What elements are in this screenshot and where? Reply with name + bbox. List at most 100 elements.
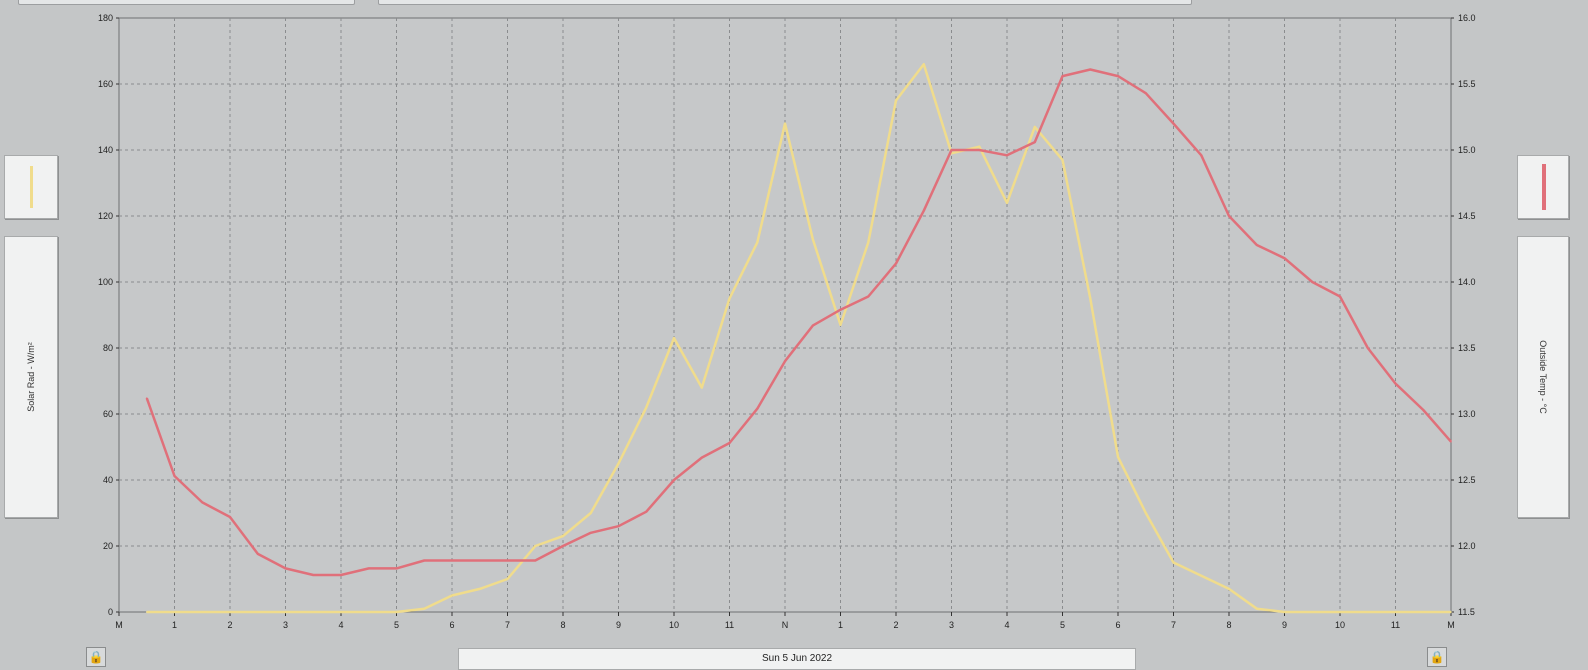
solar-rad-point [839, 324, 842, 326]
solar-rad-point [201, 611, 204, 613]
x-axis-tick-label: 11 [1391, 620, 1400, 630]
outside-temp-point [173, 475, 176, 477]
solar-rad-point [478, 588, 481, 590]
solar-rad-point [367, 611, 370, 613]
right-axis-tick-label: 11.5 [1458, 607, 1475, 617]
left-axis-tick-label: 60 [103, 409, 113, 419]
x-axis-tick-label: 4 [1004, 620, 1009, 630]
outside-temp-point [1172, 122, 1175, 125]
outside-temp-point [728, 442, 731, 444]
solar-rad-point [673, 337, 675, 339]
left-axis-tick-label: 160 [98, 79, 113, 89]
outside-temp-point [340, 574, 342, 576]
top-field-left[interactable] [18, 0, 355, 5]
left-axis-tick-label: 20 [103, 541, 113, 551]
solar-rad-point [784, 122, 786, 125]
outside-temp-point [1422, 409, 1425, 411]
solar-rad-point [1366, 611, 1369, 613]
solar-rad-point [173, 611, 176, 613]
solar-rad-point [589, 512, 592, 514]
right-axis-tick-label: 12.0 [1458, 541, 1476, 551]
outside-temp-point [1255, 244, 1258, 246]
solar-rad-point [506, 578, 509, 580]
solar-rad-point [1450, 611, 1452, 613]
outside-temp-point [201, 501, 204, 504]
outside-temp-point [645, 510, 648, 513]
x-axis-tick-label: 6 [449, 620, 454, 630]
solar-rad-point [922, 63, 925, 65]
solar-rad-point [978, 145, 981, 148]
legend-left-swatch [30, 166, 33, 208]
solar-rad-point [1117, 456, 1119, 458]
solar-rad-point [340, 611, 342, 613]
x-axis-tick-label: N [782, 620, 789, 630]
right-axis-tick-label: 16.0 [1458, 13, 1476, 23]
outside-temp-point [1117, 75, 1119, 77]
x-axis-tick-label: 1 [838, 620, 843, 630]
date-label: Sun 5 Jun 2022 [458, 648, 1136, 670]
outside-temp-point [395, 567, 398, 570]
solar-rad-point [756, 241, 759, 244]
solar-rad-point [1089, 297, 1092, 300]
legend-right[interactable] [1517, 155, 1569, 219]
outside-temp-point [534, 559, 537, 562]
x-axis-tick-label: 10 [669, 620, 679, 630]
outside-temp-point [229, 516, 231, 518]
legend-left[interactable] [4, 155, 58, 219]
solar-rad-point [1200, 574, 1203, 577]
x-axis-tick-label: M [115, 620, 123, 630]
outside-temp-point [1089, 68, 1092, 71]
outside-temp-point [506, 559, 509, 562]
right-axis-tick-label: 12.5 [1458, 475, 1476, 485]
x-axis-tick-label: 7 [1171, 620, 1176, 630]
x-axis-tick-label: 5 [1060, 620, 1065, 630]
x-axis-tick-label: 2 [893, 620, 898, 630]
solar-rad-point [1172, 561, 1175, 564]
solar-rad-point [395, 611, 398, 613]
solar-rad-point [811, 238, 814, 240]
solar-rad-point [700, 386, 703, 389]
right-axis-title-box: Outside Temp - °C [1517, 236, 1569, 518]
outside-temp-point [145, 397, 148, 399]
outside-temp-point [451, 559, 453, 562]
x-axis-tick-label: 8 [1226, 620, 1231, 630]
solar-rad-point [562, 535, 564, 537]
solar-rad-point [1006, 202, 1008, 204]
solar-rad-point [1311, 611, 1314, 613]
left-axis-tick-label: 100 [98, 277, 113, 287]
solar-rad-point [645, 406, 648, 409]
outside-temp-point [1033, 141, 1036, 143]
right-axis-tick-label: 15.0 [1458, 145, 1476, 155]
outside-temp-point [950, 149, 953, 151]
legend-right-swatch [1542, 164, 1546, 210]
outside-temp-point [978, 149, 981, 151]
solar-rad-point [1339, 611, 1341, 613]
solar-rad-point [312, 611, 315, 613]
solar-rad-point [1033, 126, 1036, 128]
solar-rad-point [728, 297, 731, 300]
outside-temp-point [1061, 75, 1064, 77]
lock-icon[interactable]: 🔒 [1427, 647, 1447, 667]
solar-rad-point [1394, 611, 1397, 613]
x-axis-tick-label: 11 [725, 620, 734, 630]
outside-temp-point [867, 295, 870, 298]
x-axis-tick-label: 6 [1115, 620, 1120, 630]
outside-temp-point [1006, 154, 1008, 157]
top-field-right[interactable] [378, 0, 1192, 5]
solar-rad-point [1283, 611, 1286, 613]
x-axis-tick-label: 7 [505, 620, 510, 630]
lock-icon[interactable]: 🔒 [86, 647, 106, 667]
outside-temp-point [811, 324, 814, 327]
left-axis-tick-label: 180 [98, 13, 113, 23]
left-axis-title-box: Solar Rad - W/m² [4, 236, 58, 518]
solar-rad-point [1255, 607, 1258, 610]
solar-rad-point [1061, 159, 1064, 161]
outside-temp-point [1450, 440, 1452, 443]
series-line-outside-temp [145, 68, 1452, 577]
x-axis-tick-label: 3 [283, 620, 288, 630]
x-axis-tick-label: 10 [1335, 620, 1345, 630]
right-axis-tick-label: 13.5 [1458, 343, 1476, 353]
solar-rad-point [1228, 588, 1230, 590]
outside-temp-point [1283, 257, 1286, 260]
outside-temp-point [839, 308, 842, 311]
